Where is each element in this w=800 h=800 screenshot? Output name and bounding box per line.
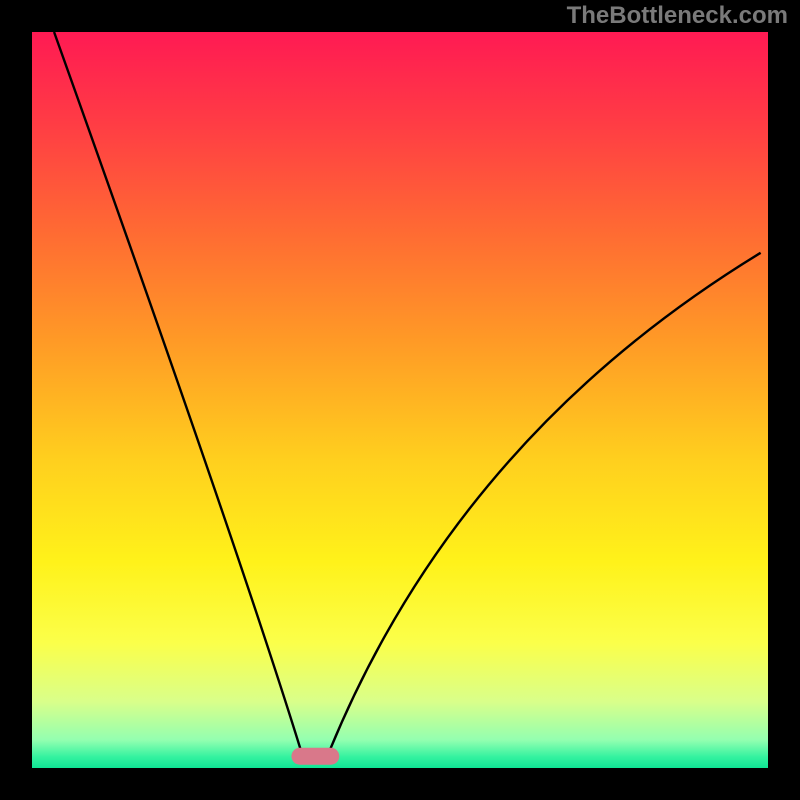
bottleneck-chart: [0, 0, 800, 800]
plot-background: [32, 32, 768, 768]
min-marker: [291, 748, 339, 765]
